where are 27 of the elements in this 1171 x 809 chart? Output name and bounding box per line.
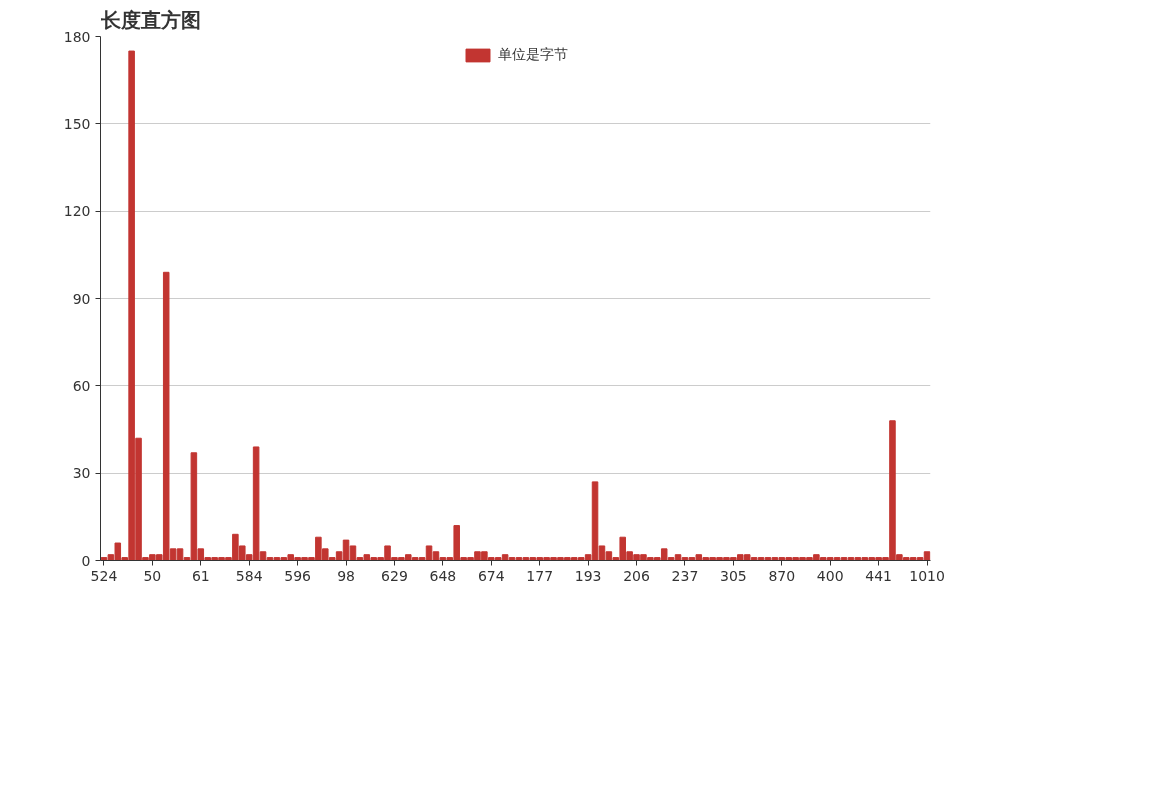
x-tick-label: 237 <box>671 567 699 584</box>
y-tick-label: 90 <box>72 290 91 307</box>
legend-label: 单位是字节 <box>497 46 568 64</box>
x-tick-label: 1010 <box>909 567 945 584</box>
y-tick-label: 0 <box>81 552 91 569</box>
x-tick-label: 596 <box>284 567 312 584</box>
x-tick-label: 193 <box>574 567 602 584</box>
x-tick-label: 584 <box>235 567 263 584</box>
x-tick-label: 870 <box>768 567 796 584</box>
x-tick-label: 61 <box>191 567 210 584</box>
y-tick-label: 30 <box>72 465 91 482</box>
x-tick-label: 441 <box>865 567 892 584</box>
x-tick-label: 400 <box>816 567 844 584</box>
x-tick-label: 305 <box>720 567 747 584</box>
y-tick-label: 150 <box>63 115 91 132</box>
chart-title: 长度直方图 <box>99 7 201 32</box>
y-tick-label: 180 <box>63 28 91 45</box>
x-tick-label: 98 <box>337 567 355 584</box>
x-tick-label: 648 <box>429 567 457 584</box>
x-tick-label: 50 <box>143 567 162 584</box>
x-tick-label: 629 <box>381 567 408 584</box>
x-tick-label: 206 <box>623 567 650 584</box>
x-tick-label: 674 <box>477 567 505 584</box>
y-tick-label: 120 <box>63 203 91 220</box>
y-tick-label: 60 <box>72 377 91 394</box>
x-tick-label: 524 <box>90 567 118 584</box>
x-tick-label: 177 <box>526 567 554 584</box>
